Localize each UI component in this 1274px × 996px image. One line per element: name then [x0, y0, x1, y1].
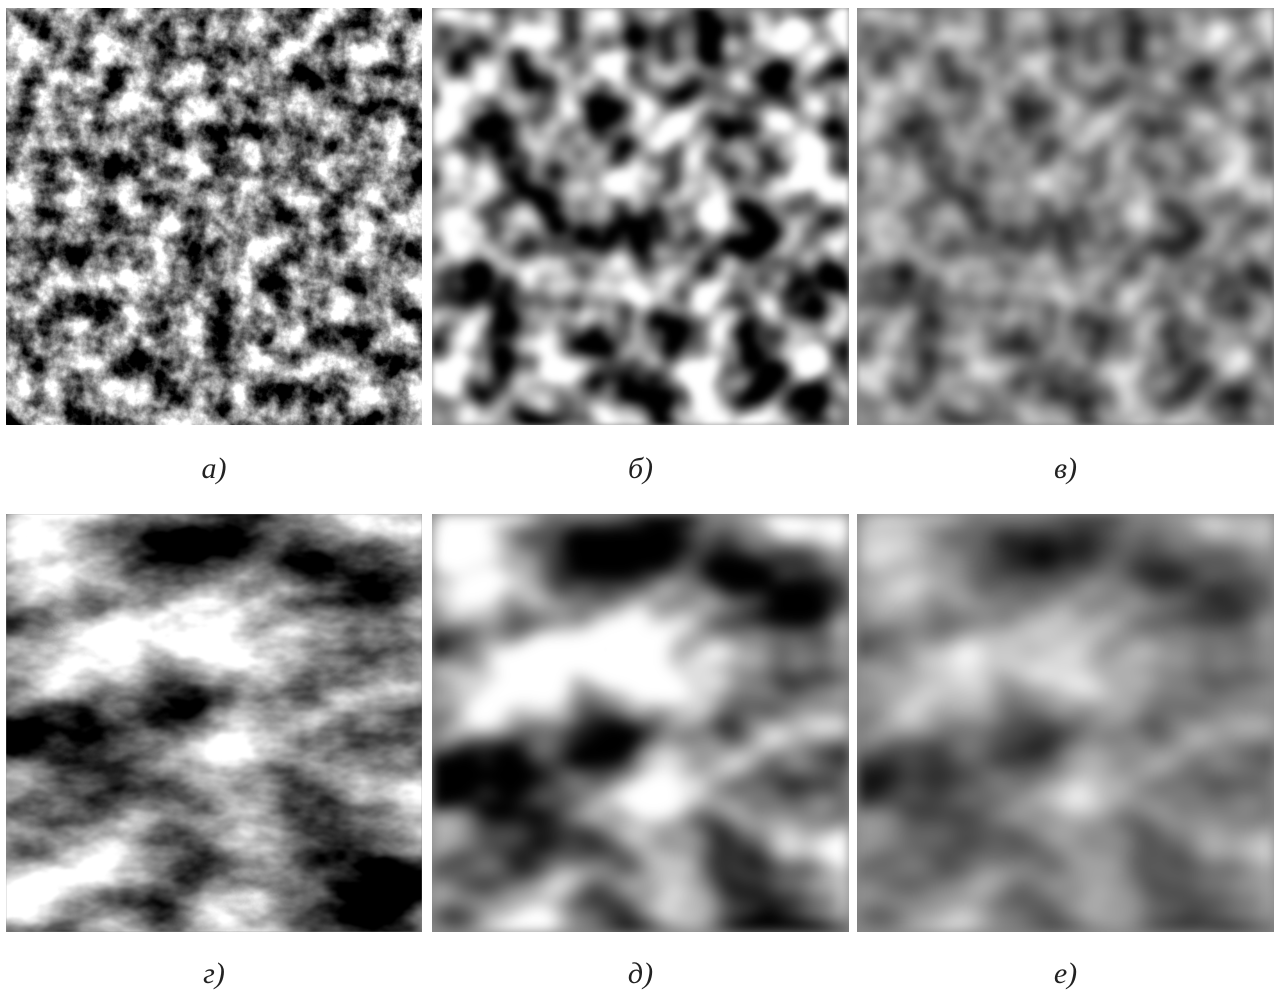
- texture: [857, 8, 1274, 425]
- texture: [6, 514, 422, 932]
- panel-label: а): [154, 452, 274, 486]
- texture-image: [857, 8, 1274, 425]
- panel-label: д): [581, 957, 701, 991]
- texture: [857, 514, 1274, 932]
- panel-label: г): [154, 957, 274, 991]
- figure: а) б) в) г) д) е): [0, 0, 1274, 996]
- texture: [432, 514, 849, 932]
- texture-image: [6, 8, 422, 425]
- texture-image: [857, 514, 1274, 932]
- panel-label: в): [1006, 452, 1126, 486]
- panel-label: б): [581, 452, 701, 486]
- texture-image: [432, 514, 849, 932]
- texture: [6, 8, 422, 425]
- texture-image: [6, 514, 422, 932]
- panel-label: е): [1006, 957, 1126, 991]
- texture: [432, 8, 849, 425]
- texture-image: [432, 8, 849, 425]
